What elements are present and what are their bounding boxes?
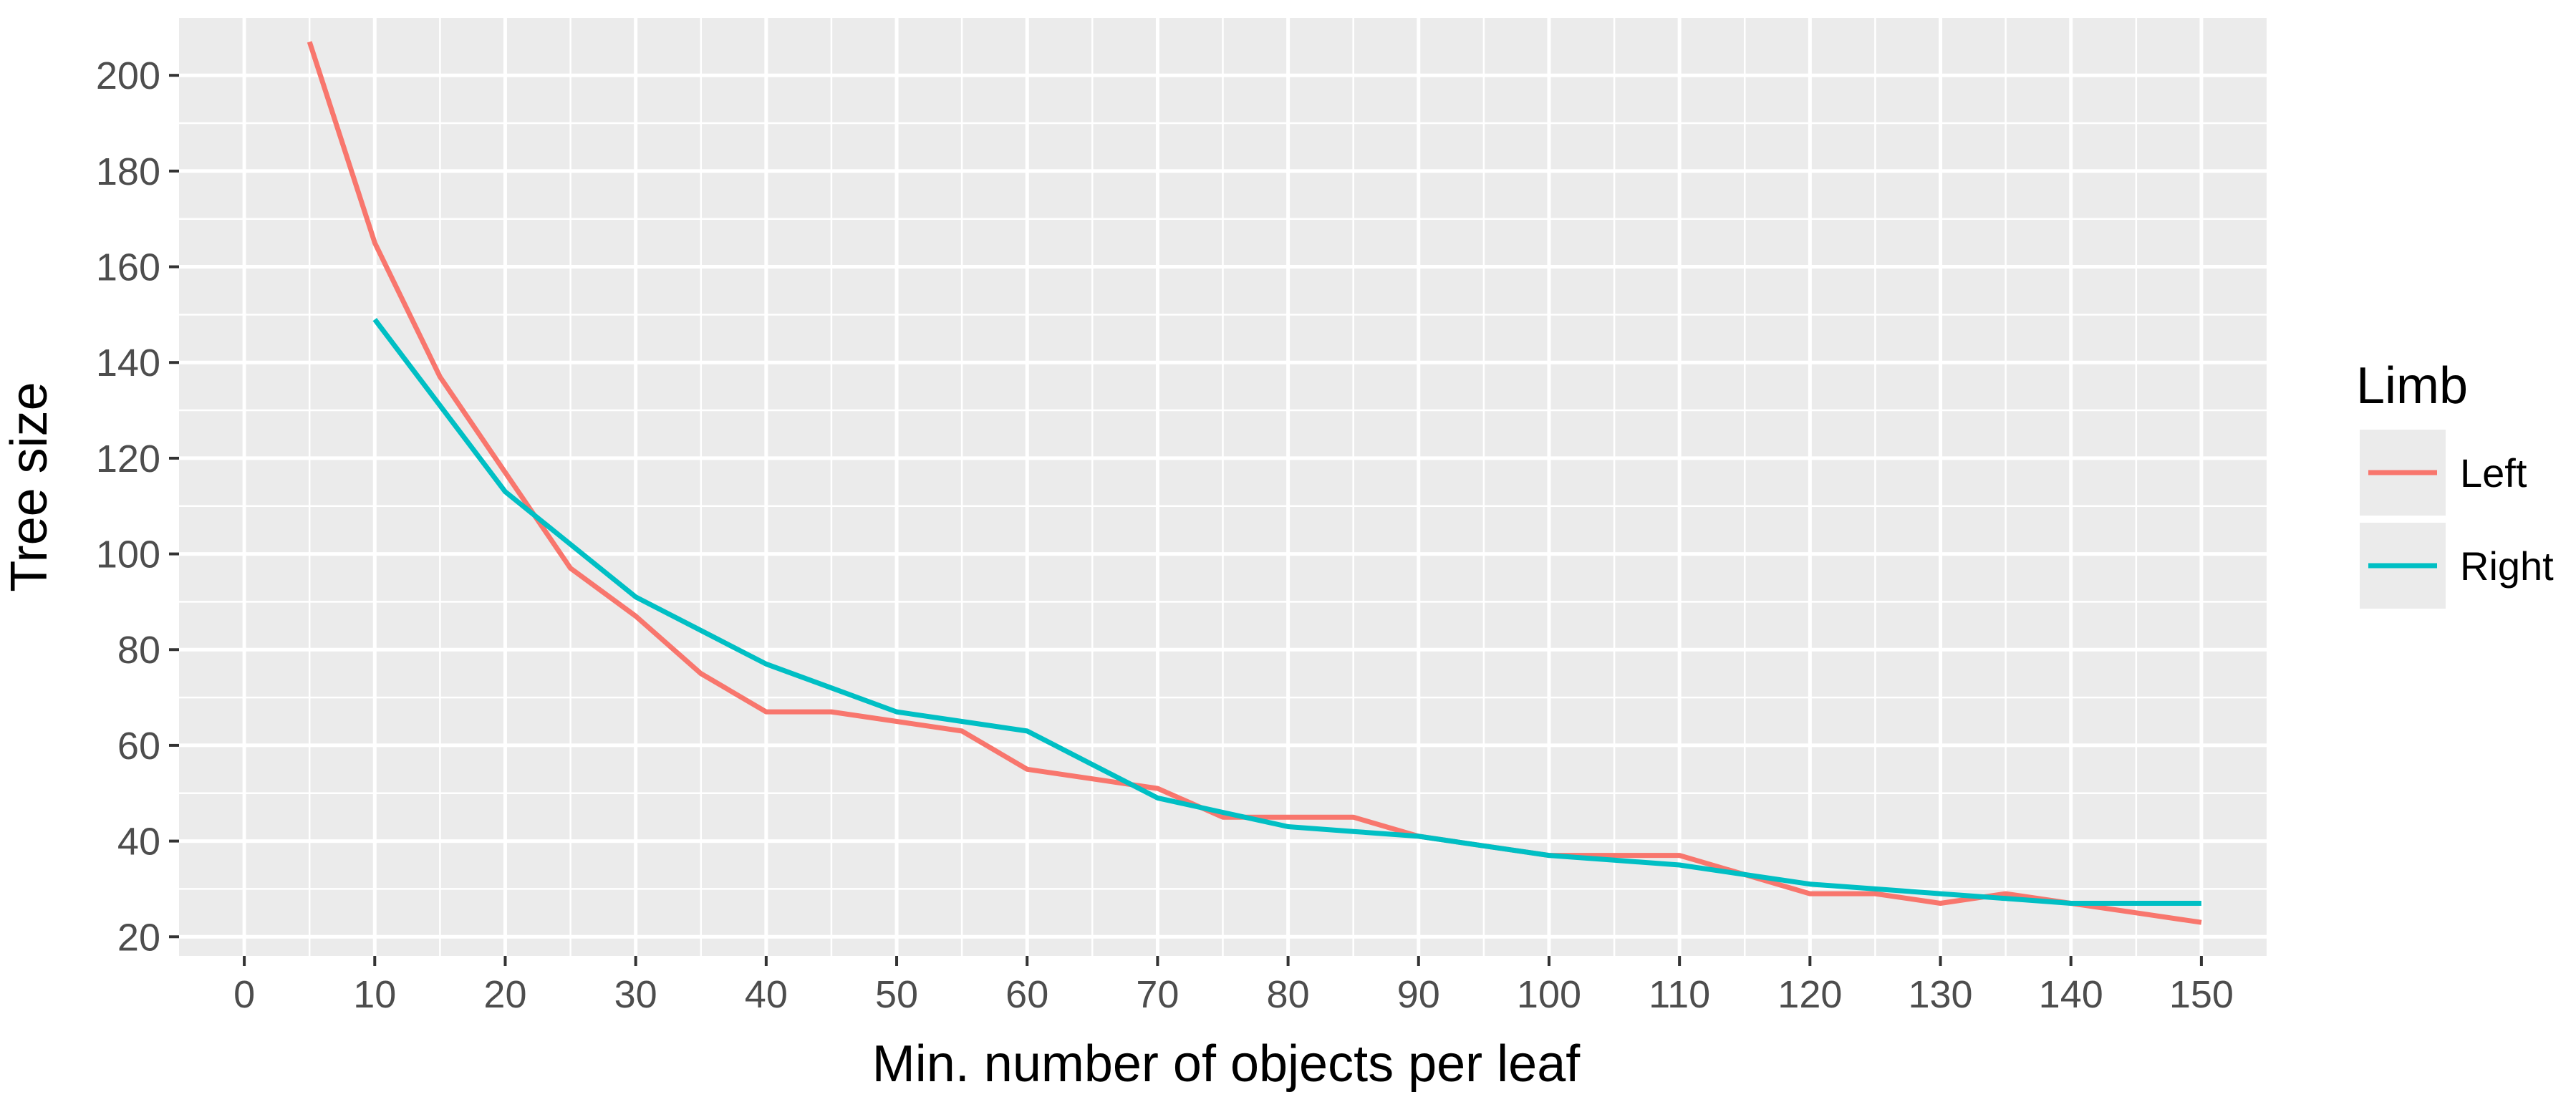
x-tick-label: 140 [2039,973,2103,1016]
legend: Limb Left Right [2356,357,2554,609]
series-lines [307,41,2202,925]
x-tick-label: 60 [1005,973,1048,1016]
y-tick-label: 140 [96,342,160,385]
x-tick-label: 80 [1267,973,1310,1016]
x-tick-label: 90 [1397,973,1440,1016]
x-tick-label: 10 [353,973,396,1016]
y-tick-label: 40 [117,821,160,864]
x-tick-label: 150 [2169,973,2234,1016]
y-tick-label: 120 [96,438,160,480]
y-tick-label: 180 [96,150,160,193]
y-tick-label: 100 [96,533,160,576]
legend-label: Right [2460,543,2554,589]
x-tick-label: 30 [614,973,657,1016]
x-axis: 0 10 20 30 40 50 60 70 80 90 100 110 120 130 140 150 [233,956,2234,1016]
x-tick-label: 100 [1517,973,1581,1016]
x-tick-label: 130 [1908,973,1972,1016]
y-axis-title: Tree size [1,382,58,591]
x-tick-label: 70 [1136,973,1179,1016]
x-tick-label: 110 [1649,973,1710,1016]
y-axis: 20 40 60 80 100 120 140 160 180 200 [96,54,179,959]
y-tick-label: 20 [117,916,160,959]
legend-label: Left [2460,450,2527,496]
y-tick-label: 80 [117,629,160,672]
x-tick-label: 40 [745,973,788,1016]
y-tick-label: 160 [96,246,160,289]
x-tick-label: 0 [233,973,255,1016]
y-tick-label: 200 [96,54,160,97]
y-tick-label: 60 [117,725,160,768]
x-tick-label: 20 [483,973,526,1016]
x-tick-label: 120 [1777,973,1842,1016]
x-tick-label: 50 [875,973,918,1016]
series-line-right [372,317,2201,906]
legend-keys: Left Right [2360,430,2554,609]
x-axis-title: Min. number of objects per leaf [872,1035,1581,1093]
minor-gridlines [179,18,2267,956]
major-gridlines [179,18,2267,956]
legend-title: Limb [2356,357,2468,415]
